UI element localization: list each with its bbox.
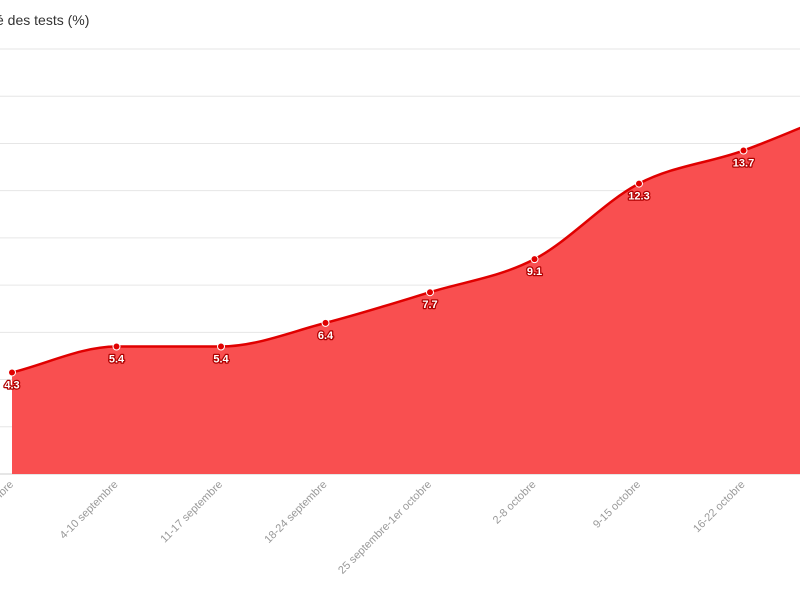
x-tick-label: 11-17 septembre bbox=[158, 479, 225, 546]
x-tick-label: 9-15 octobre bbox=[591, 479, 643, 531]
data-point bbox=[112, 342, 121, 351]
x-tick-label: 4-10 septembre bbox=[58, 479, 121, 542]
data-point bbox=[426, 288, 434, 297]
x-tick-label: 16-22 octobre bbox=[691, 479, 747, 535]
data-point bbox=[739, 146, 748, 155]
area-fill bbox=[12, 128, 800, 474]
data-point bbox=[635, 179, 643, 188]
data-label: 9.1 bbox=[527, 266, 542, 278]
data-label: 13.7 bbox=[733, 158, 754, 170]
data-label: 7.7 bbox=[422, 299, 437, 311]
x-tick-label: 25 septembre-1er octobre bbox=[336, 479, 434, 577]
chart-title: é des tests (%) bbox=[0, 12, 90, 28]
x-tick-label: mbre bbox=[0, 479, 16, 505]
data-point bbox=[8, 368, 16, 377]
data-label: 12.3 bbox=[628, 191, 649, 203]
x-tick-label: 18-24 septembre bbox=[262, 479, 329, 546]
data-point bbox=[217, 342, 225, 351]
data-point bbox=[530, 255, 539, 264]
data-point bbox=[321, 318, 330, 327]
data-label: 5.4 bbox=[109, 354, 125, 366]
data-label: 6.4 bbox=[318, 330, 334, 342]
data-label: 5.4 bbox=[213, 354, 229, 366]
data-label: 4.3 bbox=[4, 379, 19, 391]
x-tick-label: 2-8 octobre bbox=[491, 479, 539, 527]
